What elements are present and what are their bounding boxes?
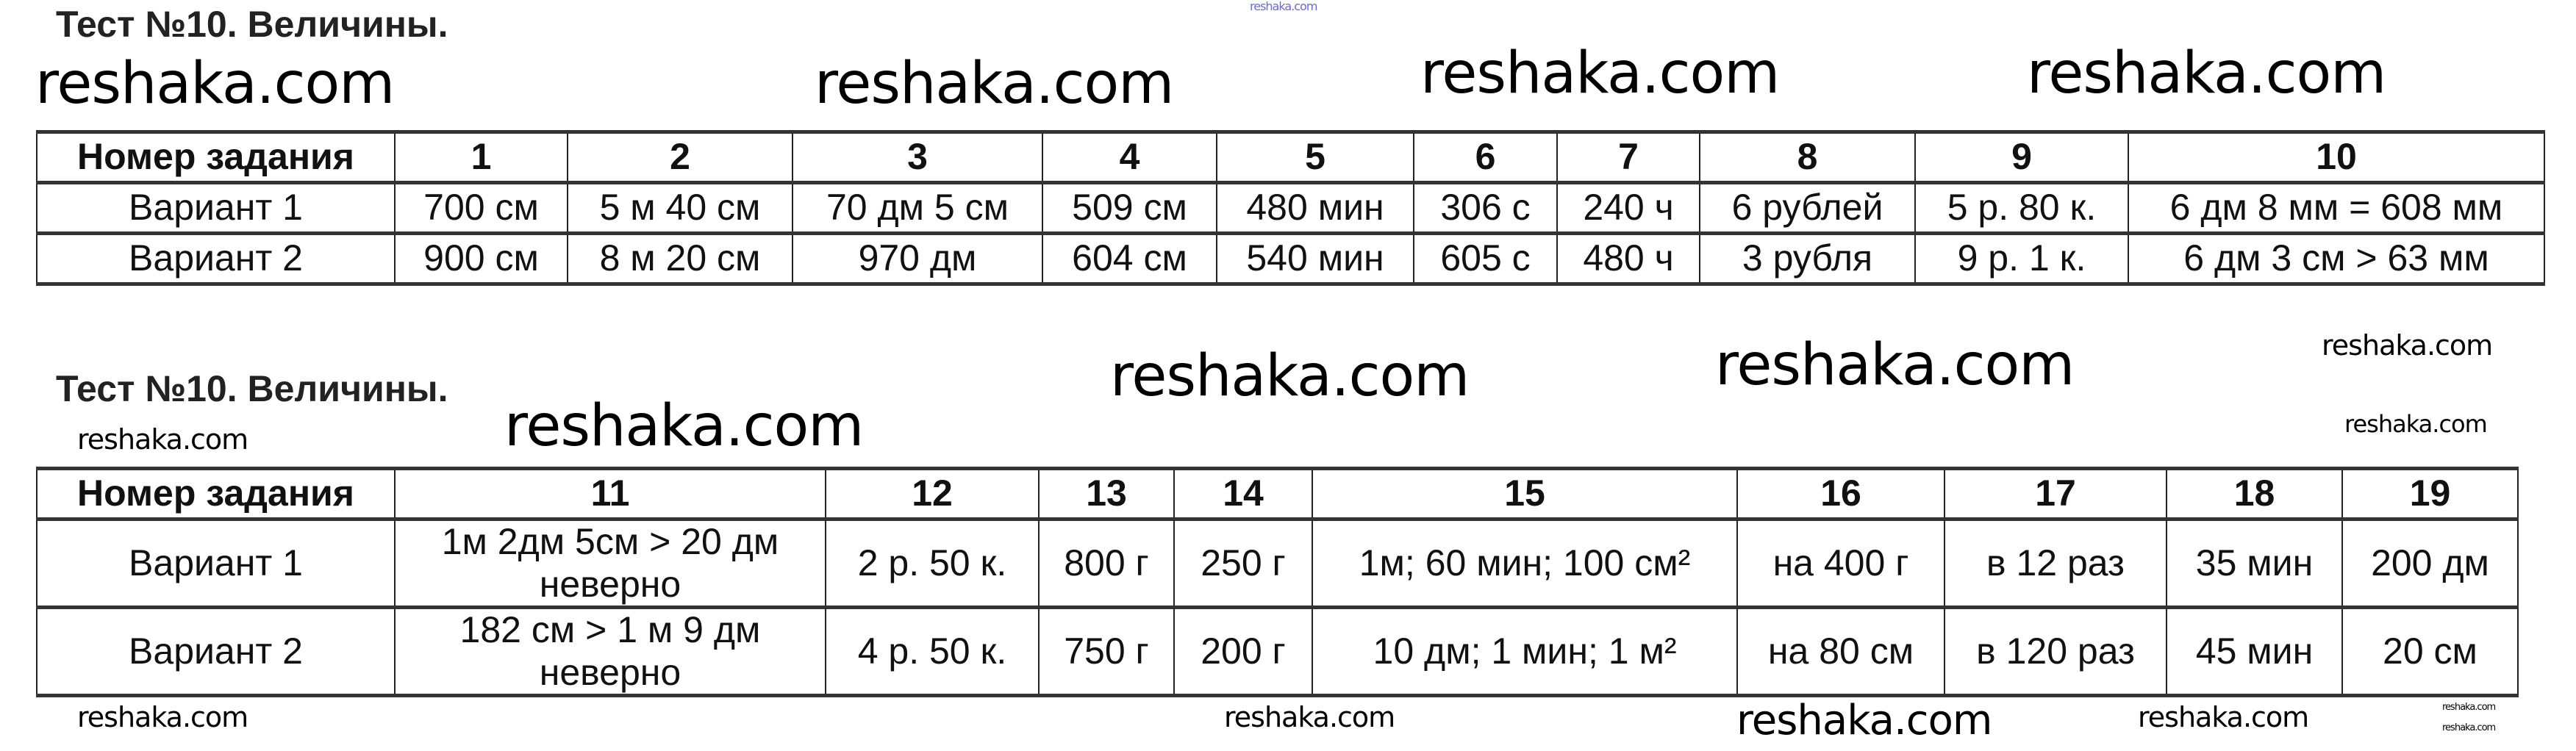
answer-cell: 200 дм xyxy=(2341,518,2519,608)
watermark: reshaka.com xyxy=(2322,329,2493,362)
answer-cell: 6 дм 3 см > 63 мм xyxy=(2128,232,2545,285)
answer-cell: 970 дм xyxy=(792,232,1043,285)
answer-cell: 700 см xyxy=(394,182,568,234)
variant-label: Вариант 2 xyxy=(36,606,396,697)
answer-cell: 2 р. 50 к. xyxy=(825,518,1040,608)
test2-title: Тест №10. Величины. xyxy=(56,368,448,409)
table-row: Вариант 1 700 см 5 м 40 см 70 дм 5 см 509 см… xyxy=(36,182,2545,234)
task-number: 5 xyxy=(1216,131,1414,184)
watermark: reshaka.com xyxy=(2344,410,2488,438)
answer-cell: 750 г xyxy=(1038,606,1175,697)
watermark: reshaka.com xyxy=(2442,722,2496,733)
answer-cell: 800 г xyxy=(1038,518,1175,608)
watermark: reshaka.com xyxy=(1250,0,1317,13)
task-number: 11 xyxy=(394,467,826,520)
task-number: 12 xyxy=(825,467,1040,520)
table-row: Вариант 2 182 см > 1 м 9 дм неверно 4 р. 5… xyxy=(36,606,2519,697)
task-number: 16 xyxy=(1736,467,1945,520)
task-number: 18 xyxy=(2166,467,2343,520)
task-number: 14 xyxy=(1173,467,1313,520)
task-number: 13 xyxy=(1038,467,1175,520)
answer-cell: 240 ч xyxy=(1556,182,1700,234)
answer-cell: 182 см > 1 м 9 дм неверно xyxy=(394,606,826,697)
task-number: 7 xyxy=(1556,131,1700,184)
watermark: reshaka.com xyxy=(1110,343,1470,409)
watermark: reshaka.com xyxy=(77,701,248,733)
answer-cell: 509 см xyxy=(1042,182,1217,234)
task-number: 10 xyxy=(2128,131,2545,184)
answer-cell: на 80 см xyxy=(1736,606,1945,697)
task-number: 19 xyxy=(2341,467,2519,520)
answer-cell: 20 см xyxy=(2341,606,2519,697)
table-row: Вариант 1 1м 2дм 5см > 20 дм неверно 2 р. … xyxy=(36,518,2519,608)
header-label: Номер задания xyxy=(36,131,396,184)
answer-cell: 5 р. 80 к. xyxy=(1914,182,2129,234)
answer-cell: 5 м 40 см xyxy=(567,182,793,234)
watermark: reshaka.com xyxy=(1715,332,2075,398)
table-row: Вариант 2 900 см 8 м 20 см 970 дм 604 см 540 … xyxy=(36,232,2545,285)
answer-cell: 45 мин xyxy=(2166,606,2343,697)
answers-table-1: Номер задания 1 2 3 4 5 6 7 8 9 10 Вариант 1 700 см 5… xyxy=(36,130,2545,286)
task-number: 3 xyxy=(792,131,1043,184)
watermark: reshaka.com xyxy=(504,393,864,459)
task-number: 2 xyxy=(567,131,793,184)
answer-cell: 9 р. 1 к. xyxy=(1914,232,2129,285)
watermark: reshaka.com xyxy=(815,51,1174,117)
watermark: reshaka.com xyxy=(1420,40,1780,107)
answer-cell: в 12 раз xyxy=(1944,518,2167,608)
answer-cell: 8 м 20 см xyxy=(567,232,793,285)
answers-table-2: Номер задания 11 12 13 14 15 16 17 18 19 Вариант 1… xyxy=(36,467,2519,697)
answer-cell: 480 ч xyxy=(1556,232,1700,285)
answer-cell: 10 дм; 1 мин; 1 м² xyxy=(1312,606,1738,697)
answer-cell: 1м; 60 мин; 100 см² xyxy=(1312,518,1738,608)
answer-cell: 250 г xyxy=(1173,518,1313,608)
answer-cell: 480 мин xyxy=(1216,182,1414,234)
task-number: 15 xyxy=(1312,467,1738,520)
task-number: 9 xyxy=(1914,131,2129,184)
task-number: 1 xyxy=(394,131,568,184)
answer-cell: 70 дм 5 см xyxy=(792,182,1043,234)
watermark: reshaka.com xyxy=(1224,701,1395,733)
task-number: 4 xyxy=(1042,131,1217,184)
watermark: reshaka.com xyxy=(2027,40,2386,107)
answer-cell: 604 см xyxy=(1042,232,1217,285)
answer-cell: 6 дм 8 мм = 608 мм xyxy=(2128,182,2545,234)
header-row: Номер задания 11 12 13 14 15 16 17 18 19 xyxy=(36,467,2519,520)
answer-cell: 900 см xyxy=(394,232,568,285)
task-number: 17 xyxy=(1944,467,2167,520)
watermark: reshaka.com xyxy=(2138,701,2309,733)
test1-title: Тест №10. Величины. xyxy=(56,4,448,45)
task-number: 8 xyxy=(1699,131,1916,184)
answer-cell: 4 р. 50 к. xyxy=(825,606,1040,697)
answer-cell: 3 рубля xyxy=(1699,232,1916,285)
watermark: reshaka.com xyxy=(77,423,248,456)
task-number: 6 xyxy=(1413,131,1558,184)
watermark: reshaka.com xyxy=(1736,697,1992,744)
watermark: reshaka.com xyxy=(2442,702,2496,713)
watermark: reshaka.com xyxy=(35,51,395,117)
header-label: Номер задания xyxy=(36,467,396,520)
variant-label: Вариант 1 xyxy=(36,518,396,608)
answer-cell: 540 мин xyxy=(1216,232,1414,285)
variant-label: Вариант 1 xyxy=(36,182,396,234)
variant-label: Вариант 2 xyxy=(36,232,396,285)
answer-cell: на 400 г xyxy=(1736,518,1945,608)
answer-cell: 306 с xyxy=(1413,182,1558,234)
answer-cell: 200 г xyxy=(1173,606,1313,697)
answer-cell: 35 мин xyxy=(2166,518,2343,608)
answer-cell: в 120 раз xyxy=(1944,606,2167,697)
answer-cell: 1м 2дм 5см > 20 дм неверно xyxy=(394,518,826,608)
answer-cell: 605 с xyxy=(1413,232,1558,285)
answer-cell: 6 рублей xyxy=(1699,182,1916,234)
header-row: Номер задания 1 2 3 4 5 6 7 8 9 10 xyxy=(36,131,2545,184)
